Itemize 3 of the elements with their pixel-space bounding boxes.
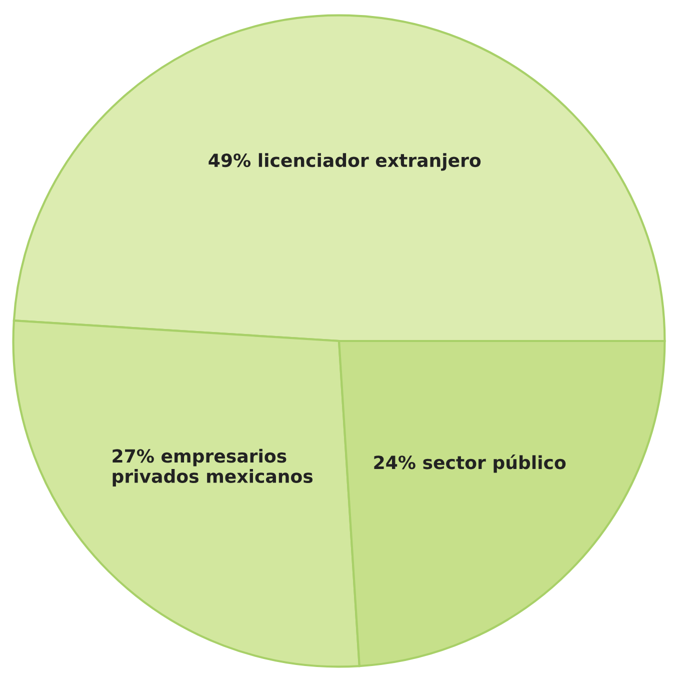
slice-label: 49% licenciador extranjero — [208, 153, 481, 171]
slice-label: 27% empresarios privados mexicanos — [112, 448, 313, 487]
slice-label: 24% sector público — [374, 454, 566, 473]
